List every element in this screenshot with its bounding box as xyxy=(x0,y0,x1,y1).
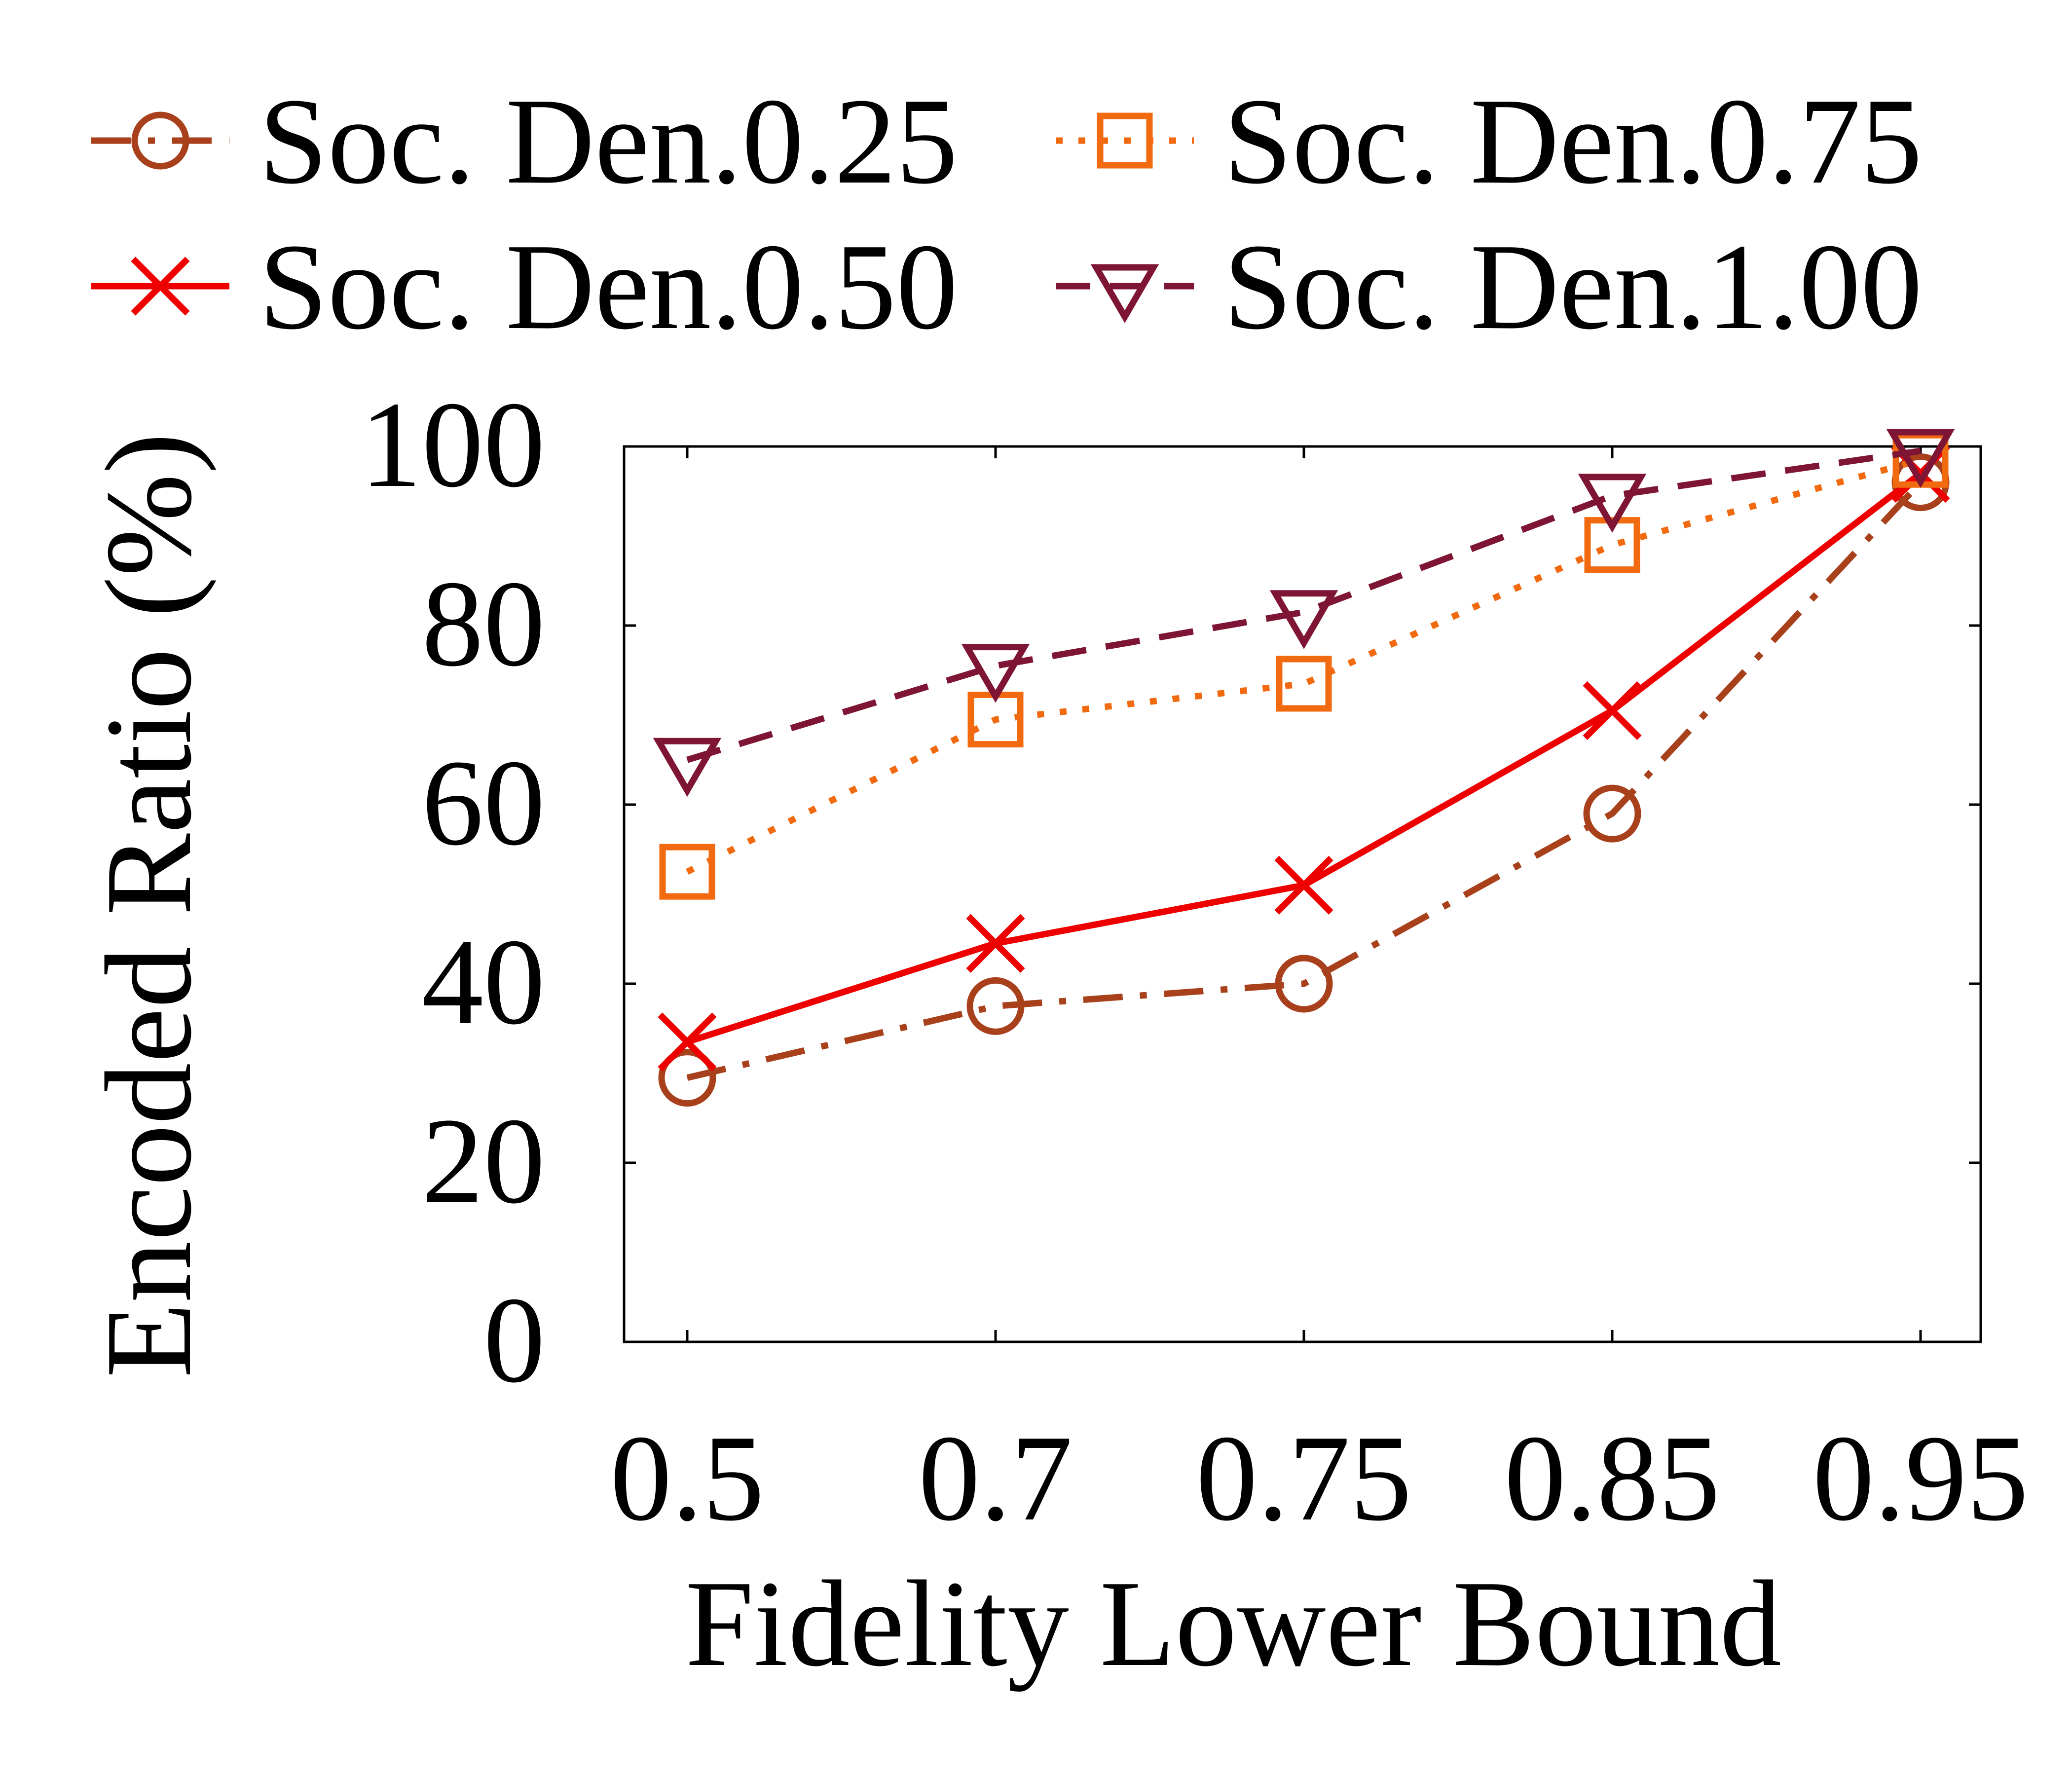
series-line xyxy=(686,447,1921,763)
x-tick-label: 0.95 xyxy=(1813,1410,2029,1547)
series-soc-den-1-00 xyxy=(653,429,1955,797)
y-tick-label: 100 xyxy=(360,376,545,513)
x-tick-label: 0.85 xyxy=(1504,1410,1720,1547)
y-tick-label: 80 xyxy=(422,555,545,692)
data-point xyxy=(1275,955,1333,1013)
data-point xyxy=(658,1012,717,1072)
data-point xyxy=(1269,590,1338,649)
data-point xyxy=(658,1049,716,1107)
plot-frame xyxy=(623,445,1982,1343)
legend-item: Soc. Den.0.50 xyxy=(91,219,958,355)
y-tick-label: 60 xyxy=(422,735,545,871)
x-tick-label: 0.7 xyxy=(919,1410,1073,1547)
data-point xyxy=(966,914,1025,973)
data-point xyxy=(653,738,722,797)
data-point xyxy=(1276,656,1332,712)
legend-item: Soc. Den.0.25 xyxy=(91,73,958,210)
data-point xyxy=(659,844,715,900)
y-tick-label: 0 xyxy=(483,1272,545,1408)
data-point xyxy=(1583,784,1641,843)
legend-marker xyxy=(1090,264,1159,323)
legend-label: Soc. Den.0.50 xyxy=(259,219,958,355)
y-tick-label: 20 xyxy=(422,1093,545,1229)
series-soc-den-0-50 xyxy=(658,444,1950,1072)
legend-label: Soc. Den.0.25 xyxy=(259,73,958,210)
data-point xyxy=(966,977,1025,1035)
x-tick-label: 0.75 xyxy=(1196,1410,1412,1547)
x-axis-label: Fidelity Lower Bound xyxy=(685,1555,1781,1692)
x-tick-label: 0.5 xyxy=(610,1410,765,1547)
series-line xyxy=(686,456,1922,875)
series-soc-den-0-25 xyxy=(658,453,1950,1107)
legend-item: Soc. Den.0.75 xyxy=(1056,73,1923,210)
series-line xyxy=(686,480,1923,1081)
legend-label: Soc. Den.1.00 xyxy=(1223,219,1923,355)
data-point xyxy=(1274,855,1333,915)
legend-marker xyxy=(131,111,189,170)
data-point xyxy=(961,644,1030,703)
y-axis-label: Encoded Ratio (%) xyxy=(80,433,217,1378)
legend-item: Soc. Den.1.00 xyxy=(1056,219,1923,355)
series-layer xyxy=(653,429,1955,1107)
legend-label: Soc. Den.0.75 xyxy=(1223,73,1923,210)
data-point xyxy=(1578,474,1647,533)
series-soc-den-0-75 xyxy=(659,432,1949,900)
legend: Soc. Den.0.25 Soc. Den.0.75 Soc. Den.0.50 S… xyxy=(91,73,1923,355)
data-point xyxy=(1583,681,1642,740)
legend-marker xyxy=(1097,112,1153,169)
legend-marker xyxy=(131,257,190,316)
axis-ticks: 0 20 40 60 80 100 0.5 0.7 0.75 0.85 0.95 xyxy=(360,376,2029,1547)
y-tick-label: 40 xyxy=(422,914,545,1050)
data-point xyxy=(1886,429,1955,488)
